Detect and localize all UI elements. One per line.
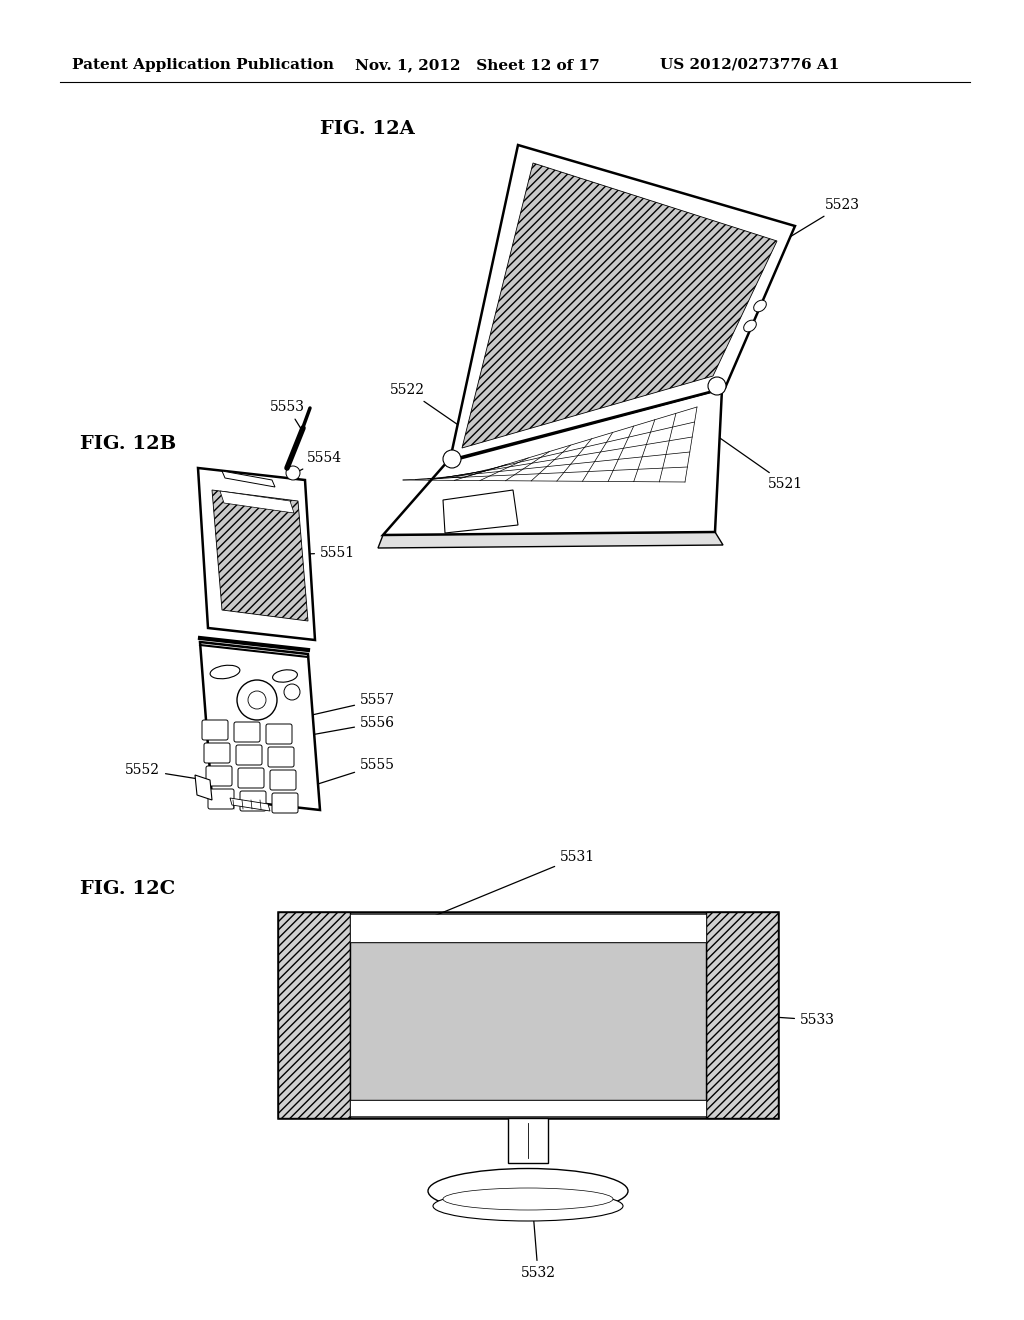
FancyBboxPatch shape	[208, 789, 234, 809]
FancyBboxPatch shape	[272, 793, 298, 813]
Polygon shape	[450, 145, 795, 459]
Text: 5533: 5533	[745, 1012, 835, 1027]
Text: 5532: 5532	[520, 1214, 555, 1280]
Text: FIG. 12B: FIG. 12B	[80, 436, 176, 453]
Polygon shape	[200, 642, 319, 810]
Text: Nov. 1, 2012   Sheet 12 of 17: Nov. 1, 2012 Sheet 12 of 17	[355, 58, 600, 73]
Polygon shape	[462, 162, 777, 447]
Polygon shape	[278, 912, 350, 1118]
Ellipse shape	[743, 321, 757, 331]
Polygon shape	[212, 490, 308, 620]
FancyBboxPatch shape	[202, 719, 228, 741]
Polygon shape	[383, 389, 722, 535]
Text: Patent Application Publication: Patent Application Publication	[72, 58, 334, 73]
Polygon shape	[706, 912, 778, 1118]
Text: 5555: 5555	[255, 758, 395, 804]
Circle shape	[708, 378, 726, 395]
Ellipse shape	[443, 1188, 613, 1210]
Ellipse shape	[433, 1191, 623, 1221]
Text: 5522: 5522	[390, 383, 478, 438]
Text: 5524: 5524	[415, 516, 461, 537]
Circle shape	[237, 680, 278, 719]
Text: 5556: 5556	[258, 715, 395, 744]
Text: 5551: 5551	[272, 546, 355, 560]
Polygon shape	[230, 799, 270, 810]
Circle shape	[286, 466, 300, 480]
Polygon shape	[443, 490, 518, 533]
FancyBboxPatch shape	[240, 791, 266, 810]
FancyBboxPatch shape	[206, 766, 232, 785]
FancyBboxPatch shape	[266, 723, 292, 744]
Polygon shape	[350, 942, 706, 1100]
Polygon shape	[378, 532, 723, 548]
Polygon shape	[220, 491, 294, 513]
Text: FIG. 12A: FIG. 12A	[319, 120, 415, 139]
Circle shape	[284, 684, 300, 700]
Polygon shape	[350, 1100, 706, 1115]
Ellipse shape	[754, 300, 766, 312]
FancyBboxPatch shape	[238, 768, 264, 788]
Polygon shape	[222, 471, 275, 487]
Polygon shape	[350, 913, 706, 942]
Ellipse shape	[272, 669, 297, 682]
Circle shape	[443, 450, 461, 469]
Text: 5554: 5554	[298, 451, 342, 471]
FancyBboxPatch shape	[270, 770, 296, 789]
Text: 5521: 5521	[710, 430, 803, 491]
Ellipse shape	[210, 665, 240, 678]
Ellipse shape	[428, 1168, 628, 1213]
Polygon shape	[508, 1118, 548, 1163]
FancyBboxPatch shape	[204, 743, 230, 763]
Polygon shape	[198, 469, 315, 640]
Circle shape	[248, 690, 266, 709]
Text: US 2012/0273776 A1: US 2012/0273776 A1	[660, 58, 840, 73]
Text: 5557: 5557	[293, 693, 395, 719]
Text: FIG. 12C: FIG. 12C	[80, 880, 175, 898]
Text: 5552: 5552	[125, 763, 203, 780]
FancyBboxPatch shape	[268, 747, 294, 767]
FancyBboxPatch shape	[236, 744, 262, 766]
Polygon shape	[278, 912, 778, 1118]
Text: 5523: 5523	[777, 198, 860, 244]
Polygon shape	[195, 775, 212, 800]
Text: 5553: 5553	[270, 400, 305, 429]
Text: 5531: 5531	[402, 850, 595, 929]
FancyBboxPatch shape	[234, 722, 260, 742]
